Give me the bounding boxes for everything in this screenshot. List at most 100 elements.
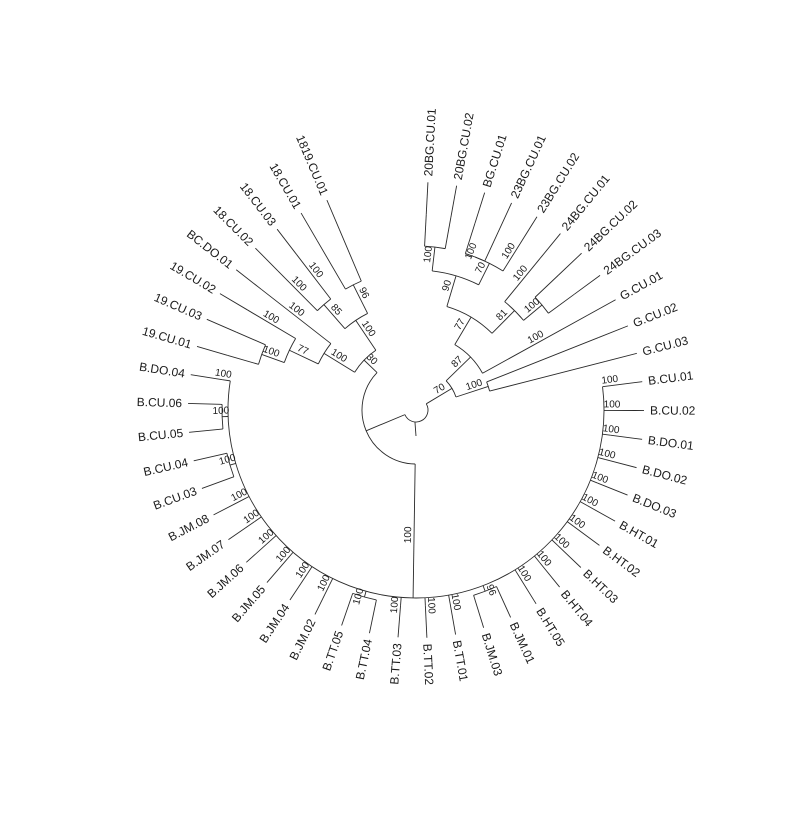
leaf-tip-branch <box>573 275 601 295</box>
leaf-label: B.JM.03 <box>479 631 506 677</box>
clade-arc <box>424 245 446 250</box>
support-value: 100 <box>522 296 542 315</box>
internal-branch <box>323 353 355 373</box>
leaf-label: G.CU.01 <box>617 268 665 303</box>
support-value: 81 <box>494 307 510 323</box>
leaf-tip-branch <box>255 247 279 272</box>
support-value: 77 <box>295 343 310 358</box>
leaf-label: B.TT.03 <box>387 642 404 685</box>
leaf-tip-branch <box>369 601 377 634</box>
support-value: 100 <box>515 564 533 584</box>
leaf-label: B.DO.01 <box>647 433 695 453</box>
support-value: 30 <box>364 352 380 368</box>
leaf-label: 20BG.CU.02 <box>451 111 477 181</box>
support-value: 100 <box>329 347 349 365</box>
support-value: 100 <box>286 300 306 319</box>
clade-arc <box>227 380 605 599</box>
leaf-tip-branch <box>473 597 485 628</box>
internal-branch <box>431 247 436 271</box>
support-value: 100 <box>526 328 546 346</box>
support-value: 96 <box>484 583 498 598</box>
leaf-branch <box>548 293 575 314</box>
leaf-label: B.CU.02 <box>650 404 696 418</box>
clade-arc <box>473 586 497 596</box>
leaf-tip-branch <box>539 233 561 259</box>
leaf-tip-branch <box>424 605 428 638</box>
support-value: 100 <box>218 452 238 467</box>
leaf-branch <box>473 595 475 598</box>
leaf-tip-branch <box>557 545 582 568</box>
leaf-label: BG.CU.01 <box>480 132 510 189</box>
leaf-branch <box>504 258 541 302</box>
leaf-branch <box>227 354 259 365</box>
leaf-tip-branch <box>219 293 248 311</box>
leaf-branch <box>247 309 296 339</box>
leaf-label: 18.CU.03 <box>237 180 279 229</box>
leaf-branch <box>579 501 588 506</box>
internal-branch <box>491 310 515 334</box>
leaf-branch <box>486 337 599 383</box>
internal-branch <box>352 284 368 314</box>
leaf-label: B.CU.05 <box>137 426 184 444</box>
leaf-branch <box>235 331 266 346</box>
leaf-tip-branch <box>558 252 582 276</box>
leaf-branch <box>602 433 611 436</box>
internal-branch <box>523 304 543 321</box>
leaf-label: B.DO.02 <box>641 462 689 487</box>
leaf-label: B.HT.04 <box>558 587 596 629</box>
internal-branch <box>454 316 472 345</box>
support-value: 100 <box>214 367 233 381</box>
leaf-tip-branch <box>196 346 228 356</box>
support-value: 100 <box>351 587 366 606</box>
leaf-label: 18.CU.02 <box>210 203 256 249</box>
leaf-branch <box>296 254 332 300</box>
internal-branch <box>289 349 319 365</box>
root-branch <box>414 421 417 437</box>
leaf-label: B.JM.06 <box>204 561 246 601</box>
leaf-branch <box>484 231 499 262</box>
leaf-label: 19.CU.03 <box>152 290 204 323</box>
leaf-label: 19.CU.01 <box>141 324 194 352</box>
leaf-branch <box>351 593 354 596</box>
leaf-tip-branch <box>326 199 340 230</box>
leaf-label: 19.CU.02 <box>168 259 219 297</box>
leaf-label: B.TT.04 <box>353 637 375 681</box>
leaf-tip-branch <box>605 459 637 469</box>
leaf-tip-branch <box>474 192 486 224</box>
internal-branch <box>412 463 416 598</box>
leaf-label: B.DO.03 <box>630 491 678 521</box>
leaf-tip-branch <box>341 595 353 626</box>
internal-branch <box>478 263 490 286</box>
leaf-tip-branch <box>587 299 616 316</box>
leaf-tip-branch <box>276 228 297 255</box>
leaf-tip-branch <box>597 482 628 496</box>
clade-arc <box>445 380 457 398</box>
internal-branch <box>363 359 378 373</box>
leaf-label: B.CU.04 <box>142 455 190 479</box>
internal-branch <box>229 462 236 466</box>
leaf-label: 23BG.CU.01 <box>508 133 549 201</box>
support-value: 77 <box>453 317 468 333</box>
support-value: 100 <box>534 549 553 569</box>
leaf-branch <box>277 270 318 311</box>
leaf-branch <box>444 217 452 249</box>
support-value: 100 <box>598 447 617 462</box>
clade-arc <box>404 403 429 423</box>
leaf-label: 18.CU.01 <box>266 161 304 212</box>
leaf-branch <box>316 240 346 290</box>
support-value: 96 <box>356 286 371 301</box>
internal-branch <box>355 320 377 351</box>
leaf-tip-branch <box>189 428 221 433</box>
clade-arc <box>345 280 362 290</box>
leaf-branch <box>231 476 235 478</box>
leaf-branch <box>534 555 540 563</box>
leaf-tip-branch <box>497 202 512 233</box>
leaf-tip-branch <box>266 558 289 583</box>
support-value: 100 <box>212 405 229 417</box>
internal-branch <box>446 275 457 307</box>
leaf-tip-branch <box>314 585 330 615</box>
support-value: 90 <box>440 278 454 292</box>
leaf-branch <box>448 595 451 604</box>
